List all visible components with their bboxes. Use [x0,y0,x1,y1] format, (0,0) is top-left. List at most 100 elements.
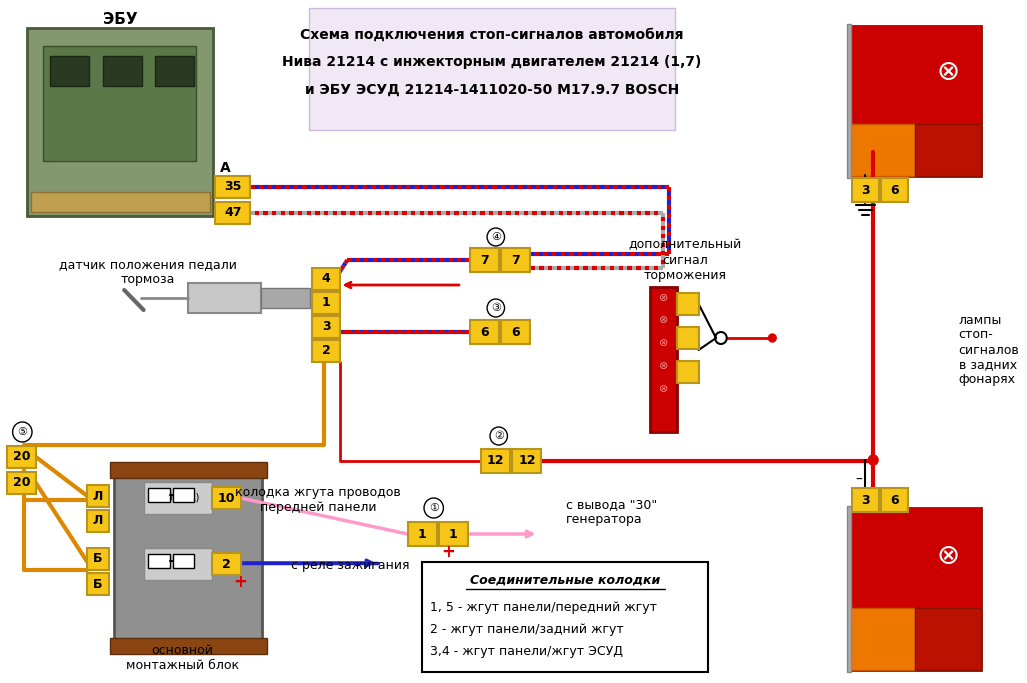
FancyBboxPatch shape [7,472,36,494]
FancyBboxPatch shape [408,522,436,546]
Text: ③: ③ [491,303,501,313]
FancyBboxPatch shape [31,192,210,212]
FancyBboxPatch shape [155,56,194,86]
Text: датчик положения педали
тормоза: датчик положения педали тормоза [59,258,236,286]
FancyBboxPatch shape [849,508,981,608]
Text: основной
монтажный блок: основной монтажный блок [126,644,239,672]
Text: ⊗: ⊗ [937,542,959,570]
Text: Л: Л [92,490,103,503]
Circle shape [870,457,877,465]
FancyBboxPatch shape [216,202,251,224]
Text: 10: 10 [218,492,235,505]
FancyBboxPatch shape [110,462,267,478]
FancyBboxPatch shape [144,548,212,580]
FancyBboxPatch shape [103,56,142,86]
FancyBboxPatch shape [149,488,169,502]
FancyBboxPatch shape [149,554,169,568]
Text: Соединительные колодки: Соединительные колодки [469,574,659,587]
FancyBboxPatch shape [915,608,981,670]
FancyBboxPatch shape [312,340,340,362]
FancyBboxPatch shape [312,292,340,314]
Text: ЭБУ: ЭБУ [103,12,138,27]
Text: Б: Б [93,553,103,566]
FancyBboxPatch shape [312,268,340,290]
FancyBboxPatch shape [144,482,212,514]
FancyBboxPatch shape [261,288,309,308]
FancyBboxPatch shape [27,28,214,216]
FancyBboxPatch shape [312,316,340,338]
Circle shape [768,334,776,342]
FancyBboxPatch shape [422,562,709,672]
Text: 6: 6 [890,494,899,507]
Text: ⊗: ⊗ [937,58,959,86]
Text: и ЭБУ ЭСУД 21214-1411020-50 М17.9.7 BOSCH: и ЭБУ ЭСУД 21214-1411020-50 М17.9.7 BOSC… [305,83,679,97]
FancyBboxPatch shape [650,287,677,432]
FancyBboxPatch shape [677,293,698,315]
Text: F10(16A): F10(16A) [155,493,199,503]
FancyBboxPatch shape [915,124,981,176]
Text: F2 (8A): F2 (8A) [160,559,195,569]
Text: 1: 1 [321,296,331,309]
FancyBboxPatch shape [87,573,109,595]
Text: 4: 4 [321,273,331,285]
Text: 1: 1 [449,527,457,540]
Circle shape [869,455,878,465]
Text: Л: Л [92,514,103,527]
Text: –: – [855,473,862,487]
Text: ①: ① [428,503,439,513]
Text: 20: 20 [12,451,30,464]
Text: 3: 3 [862,494,870,507]
FancyBboxPatch shape [469,248,499,272]
Text: 2: 2 [321,344,331,357]
FancyBboxPatch shape [43,46,196,161]
FancyBboxPatch shape [87,485,109,507]
FancyBboxPatch shape [849,508,981,670]
Text: лампы
стоп-
сигналов
в задних
фонарях: лампы стоп- сигналов в задних фонарях [958,313,1020,387]
Text: 6: 6 [480,326,489,339]
Text: +: + [234,573,248,591]
Text: 7: 7 [480,253,489,266]
Text: +: + [442,543,455,561]
FancyBboxPatch shape [512,449,541,473]
Text: 3: 3 [321,320,331,333]
FancyBboxPatch shape [677,361,698,383]
FancyBboxPatch shape [849,26,981,176]
FancyBboxPatch shape [173,488,194,502]
Text: 6: 6 [510,326,520,339]
Text: 20: 20 [12,477,30,490]
Text: 1: 1 [418,527,426,540]
Text: –: – [855,189,862,203]
FancyBboxPatch shape [439,522,467,546]
FancyBboxPatch shape [7,446,36,468]
FancyBboxPatch shape [849,608,915,670]
Text: 2 - жгут панели/задний жгут: 2 - жгут панели/задний жгут [430,622,623,635]
Text: колодка жгута проводов
передней панели: колодка жгута проводов передней панели [235,486,402,514]
Text: ⊗: ⊗ [659,361,669,371]
FancyBboxPatch shape [881,178,908,202]
FancyBboxPatch shape [847,24,851,178]
Text: 3: 3 [862,184,870,197]
Text: 12: 12 [518,454,536,467]
Text: Б: Б [93,578,103,591]
FancyBboxPatch shape [173,554,194,568]
FancyBboxPatch shape [216,176,251,198]
FancyBboxPatch shape [110,638,267,654]
Text: Схема подключения стоп-сигналов автомобиля: Схема подключения стоп-сигналов автомоби… [300,28,684,42]
FancyBboxPatch shape [308,8,676,130]
Text: ⊗: ⊗ [659,315,669,325]
FancyBboxPatch shape [212,487,240,509]
Text: с вывода "30"
генератора: с вывода "30" генератора [566,498,657,526]
FancyBboxPatch shape [188,283,261,313]
FancyBboxPatch shape [50,56,89,86]
FancyBboxPatch shape [87,510,109,532]
FancyBboxPatch shape [469,320,499,344]
FancyBboxPatch shape [849,124,915,176]
FancyBboxPatch shape [87,548,109,570]
FancyBboxPatch shape [677,327,698,349]
FancyBboxPatch shape [501,248,530,272]
Text: А: А [220,161,230,175]
Text: 3,4 - жгут панели/жгут ЭСУД: 3,4 - жгут панели/жгут ЭСУД [430,645,622,658]
FancyBboxPatch shape [482,449,510,473]
Text: 12: 12 [487,454,504,467]
FancyBboxPatch shape [501,320,530,344]
